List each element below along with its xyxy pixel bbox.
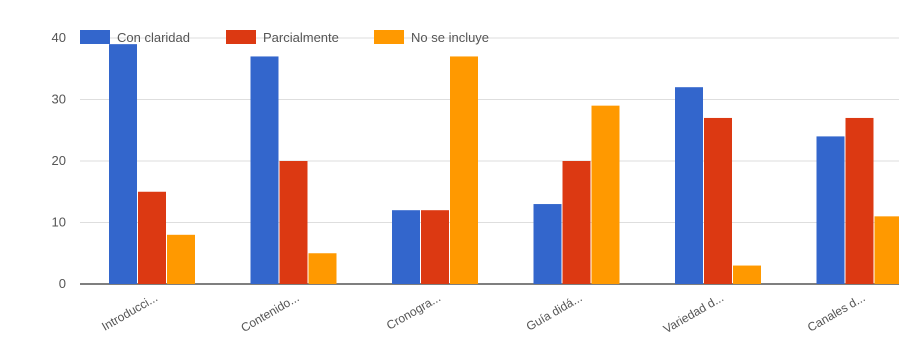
y-tick-label: 30 [52, 92, 66, 107]
bar-no-se-incluye-4 [733, 265, 761, 284]
legend-item[interactable]: Parcialmente [226, 30, 339, 45]
bar-no-se-incluye-3 [591, 105, 620, 285]
bar-no-se-incluye-1 [308, 253, 337, 284]
bar-no-se-incluye-2 [450, 56, 478, 285]
bar-con-claridad-2 [392, 210, 420, 284]
bar-con-claridad-1 [250, 56, 279, 285]
bar-con-claridad-4 [675, 87, 703, 284]
legend: Con claridad Parcialmente No se incluye [80, 30, 489, 45]
legend-item[interactable]: No se incluye [374, 30, 489, 45]
legend-swatch [80, 30, 110, 44]
legend-label: Parcialmente [263, 30, 339, 45]
gridlines [80, 37, 899, 285]
x-category-label: Introducci... [99, 290, 160, 333]
x-category-label: Guía didá... [524, 290, 585, 333]
bar-no-se-incluye-0 [167, 234, 195, 284]
bar-parcialmente-3 [562, 161, 591, 284]
legend-item[interactable]: Con claridad [80, 30, 190, 45]
legend-label: Con claridad [117, 30, 190, 45]
bar-parcialmente-5 [845, 117, 874, 284]
bar-parcialmente-0 [138, 191, 166, 284]
bar-no-se-incluye-5 [874, 216, 899, 284]
x-category-label: Contenido... [238, 290, 301, 334]
x-category-label: Variedad d... [661, 290, 726, 336]
bar-con-claridad-3 [533, 204, 562, 284]
y-axis-ticks: 0 10 20 30 40 [52, 30, 66, 291]
x-category-label: Canales d... [805, 290, 867, 334]
y-tick-label: 10 [52, 215, 66, 230]
x-axis-labels: Introducci... Contenido... Cronogra... Guía… [99, 290, 867, 336]
legend-swatch [226, 30, 256, 44]
bar-parcialmente-1 [279, 161, 308, 284]
bar-parcialmente-2 [421, 210, 449, 284]
bar-con-claridad-0 [109, 44, 137, 285]
legend-swatch [374, 30, 404, 44]
bar-con-claridad-5 [816, 136, 845, 284]
legend-label: No se incluye [411, 30, 489, 45]
bars [109, 44, 899, 285]
x-category-label: Cronogra... [384, 290, 443, 332]
y-tick-label: 40 [52, 30, 66, 45]
y-tick-label: 0 [59, 276, 66, 291]
bar-parcialmente-4 [704, 117, 732, 284]
y-tick-label: 20 [52, 153, 66, 168]
